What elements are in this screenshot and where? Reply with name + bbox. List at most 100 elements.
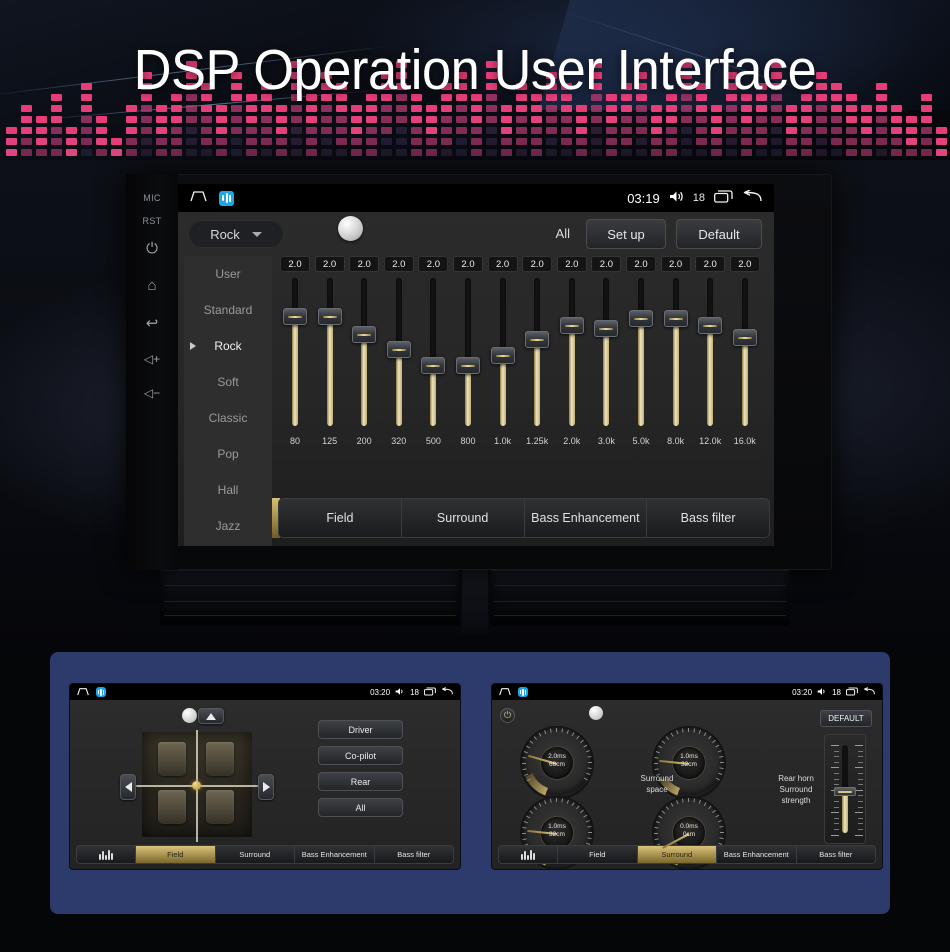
eq-band-1.25k[interactable]: 2.0 1.25k (520, 256, 554, 502)
eq-band-1.0k[interactable]: 2.0 1.0k (486, 256, 520, 502)
eq-slider-thumb[interactable] (386, 341, 411, 359)
eq-slider-thumb[interactable] (456, 357, 480, 375)
eq-slider-track[interactable] (361, 278, 368, 426)
tab-field[interactable]: Field (135, 846, 215, 863)
eq-band-12.0k[interactable]: 2.0 12.0k (693, 256, 727, 502)
eq-slider-thumb[interactable] (421, 357, 446, 375)
eq-slider-track[interactable] (638, 278, 644, 426)
back-icon[interactable] (441, 686, 453, 698)
recents-icon[interactable] (714, 190, 733, 206)
tab-bass-enhancement[interactable]: Bass Enhancement (716, 846, 796, 863)
volume-up-icon[interactable]: ◁+ (143, 352, 161, 366)
eq-band-3.0k[interactable]: 2.0 3.0k (589, 256, 623, 502)
eq-band-125[interactable]: 2.0 125 (313, 256, 347, 502)
home-icon[interactable] (77, 684, 89, 701)
surround-strength-slider[interactable] (824, 734, 866, 844)
right-arrow-button[interactable] (258, 774, 274, 800)
up-arrow-button[interactable] (198, 708, 224, 724)
home-icon[interactable]: ⌂ (147, 277, 157, 294)
preset-item-jazz[interactable]: Jazz (184, 508, 272, 544)
eq-slider-track[interactable] (465, 278, 471, 426)
eq-slider-thumb[interactable] (732, 329, 757, 347)
preset-item-hall[interactable]: Hall (184, 472, 272, 508)
setup-button[interactable]: Set up (586, 219, 666, 249)
rotary-knob[interactable] (589, 706, 603, 720)
preset-item-soft[interactable]: Soft (184, 364, 272, 400)
back-icon[interactable] (863, 686, 875, 698)
eq-slider-thumb[interactable] (559, 317, 584, 335)
eq-slider-track[interactable] (534, 278, 541, 426)
all-button[interactable]: All (318, 798, 403, 817)
tab-field[interactable]: Field (557, 846, 637, 863)
eq-slider-track[interactable] (707, 278, 714, 426)
equalizer-app-icon[interactable] (219, 190, 234, 206)
volume-down-icon[interactable]: ◁− (143, 386, 161, 400)
tab-surround[interactable]: Surround (214, 846, 295, 863)
equalizer-app-icon[interactable] (518, 687, 528, 697)
copilot-button[interactable]: Co-pilot (318, 746, 403, 765)
back-icon[interactable]: ↩ (145, 315, 159, 332)
equalizer-app-icon[interactable] (96, 687, 106, 697)
tab-bass-filter[interactable]: Bass filter (373, 846, 454, 863)
eq-slider-thumb[interactable] (283, 308, 307, 326)
all-label[interactable]: All (555, 226, 570, 241)
eq-slider-track[interactable] (430, 278, 437, 426)
eq-band-200[interactable]: 2.0 200 (347, 256, 381, 502)
eq-slider-thumb[interactable] (490, 346, 515, 364)
preset-selector[interactable]: Rock (188, 220, 284, 248)
eq-slider-thumb[interactable] (629, 309, 653, 327)
eq-slider-track[interactable] (672, 278, 679, 426)
power-icon[interactable]: ⏻ (146, 240, 158, 257)
eq-slider-track[interactable] (741, 278, 748, 426)
tab-bass-enhancement[interactable]: Bass Enhancement (294, 846, 374, 863)
eq-slider-thumb[interactable] (594, 320, 619, 338)
eq-slider-thumb[interactable] (525, 330, 550, 348)
left-arrow-button[interactable] (120, 774, 136, 800)
power-icon[interactable]: ⏻ (500, 708, 515, 723)
preset-item-standard[interactable]: Standard (184, 292, 272, 328)
tab-bass-enhancement[interactable]: Bass Enhancement (523, 499, 647, 537)
eq-band-80[interactable]: 2.0 80 (278, 256, 312, 502)
default-button[interactable]: DEFAULT (820, 710, 872, 727)
eq-slider-thumb[interactable] (663, 309, 688, 327)
recents-icon[interactable] (845, 687, 858, 698)
tab-bass-filter[interactable]: Bass filter (795, 846, 876, 863)
eq-band-8.0k[interactable]: 2.0 8.0k (659, 256, 693, 502)
back-icon[interactable] (742, 189, 762, 206)
eq-band-2.0k[interactable]: 2.0 2.0k (555, 256, 589, 502)
dial-front-left[interactable]: 2.0ms68cmFront left (520, 726, 594, 811)
tab-surround[interactable]: Surround (636, 846, 716, 863)
driver-button[interactable]: Driver (318, 720, 403, 739)
rotary-knob[interactable] (338, 216, 363, 241)
tab-equalizer[interactable] (77, 846, 135, 863)
eq-band-800[interactable]: 2.0 800 (451, 256, 485, 502)
eq-slider-thumb[interactable] (698, 317, 723, 335)
eq-slider-thumb[interactable] (317, 308, 342, 326)
eq-band-500[interactable]: 2.0 500 (416, 256, 450, 502)
eq-slider-track[interactable] (568, 278, 575, 426)
eq-slider-thumb[interactable] (352, 326, 377, 344)
preset-item-rock[interactable]: Rock (184, 328, 272, 364)
preset-item-user[interactable]: User (184, 256, 272, 292)
eq-band-16.0k[interactable]: 2.0 16.0k (728, 256, 762, 502)
preset-item-classic[interactable]: Classic (184, 400, 272, 436)
eq-slider-track[interactable] (292, 278, 298, 426)
slider-thumb[interactable] (834, 787, 856, 796)
field-position-dot[interactable] (192, 781, 201, 790)
preset-dropdown-list[interactable]: User Standard Rock Soft Classic Pop Hall Jazz (184, 256, 272, 546)
preset-item-pop[interactable]: Pop (184, 436, 272, 472)
rear-button[interactable]: Rear (318, 772, 403, 791)
home-icon[interactable] (499, 684, 511, 701)
recents-icon[interactable] (423, 687, 436, 698)
default-button[interactable]: Default (676, 219, 762, 249)
eq-band-320[interactable]: 2.0 320 (382, 256, 416, 502)
tab-surround[interactable]: Surround (400, 499, 524, 537)
home-icon[interactable] (190, 189, 207, 207)
tab-bass-filter[interactable]: Bass filter (646, 499, 769, 537)
eq-slider-track[interactable] (326, 278, 333, 426)
rotary-knob[interactable] (182, 708, 197, 723)
eq-slider-track[interactable] (603, 278, 610, 426)
tab-field[interactable]: Field (326, 511, 354, 525)
eq-band-5.0k[interactable]: 2.0 5.0k (624, 256, 658, 502)
tab-equalizer[interactable] (499, 846, 557, 863)
